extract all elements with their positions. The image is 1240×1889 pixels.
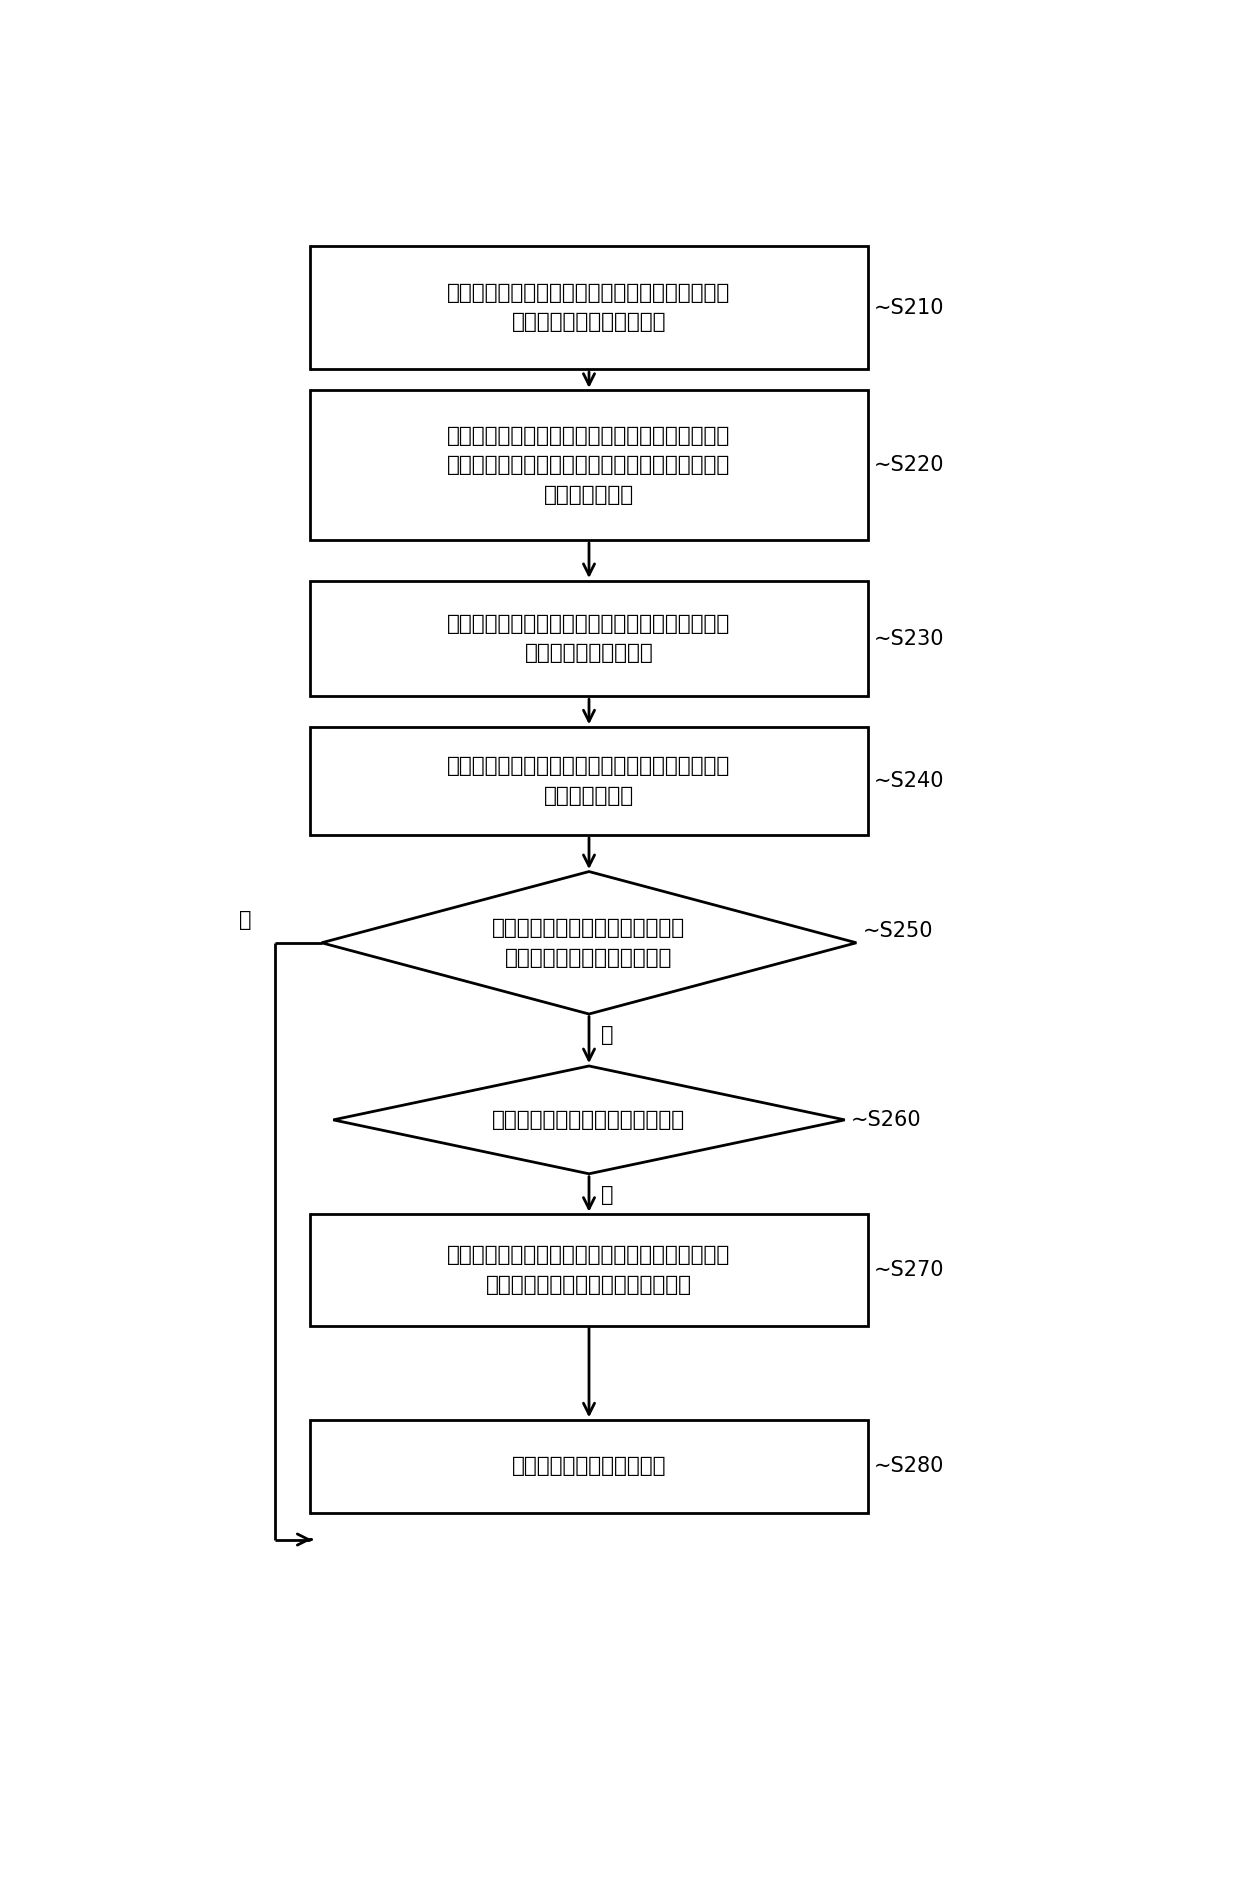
Text: ∼S280: ∼S280 [874,1456,945,1477]
Text: 根据远端信号、近端信号与误差信号确定近端信号
与误差信号的第一相干系数和远端信号与误差信号
的第二相干系数: 根据远端信号、近端信号与误差信号确定近端信号 与误差信号的第一相干系数和远端信号… [448,425,730,504]
FancyBboxPatch shape [310,1215,868,1326]
Text: 检测到当前帧的音频采集状态与上
一帧的音频采集状态是否一致: 检测到当前帧的音频采集状态与上 一帧的音频采集状态是否一致 [492,918,686,967]
Text: 检测当前帧的阻碍次数是否大于零: 检测当前帧的阻碍次数是否大于零 [492,1111,686,1130]
Text: ∼S230: ∼S230 [874,629,945,648]
FancyBboxPatch shape [310,727,868,835]
Text: 根据第一相干系数与第二相干系数确定当前帧的相
干性差值和差值跟踪值: 根据第一相干系数与第二相干系数确定当前帧的相 干性差值和差值跟踪值 [448,614,730,663]
Text: 对当前帧的音频采集状态进行切换，并将阻碍次数
与一的差值确定为下一帧的阻碍次数: 对当前帧的音频采集状态进行切换，并将阻碍次数 与一的差值确定为下一帧的阻碍次数 [448,1245,730,1294]
FancyBboxPatch shape [310,1421,868,1513]
Polygon shape [321,871,857,1014]
Text: ∼S210: ∼S210 [874,298,945,317]
Text: 是: 是 [600,1184,613,1205]
FancyBboxPatch shape [310,391,868,540]
Text: ∼S250: ∼S250 [863,922,932,941]
FancyBboxPatch shape [310,582,868,697]
Polygon shape [334,1065,844,1173]
Text: ∼S270: ∼S270 [874,1260,945,1281]
Text: ∼S240: ∼S240 [874,771,945,791]
Text: 保持当前帧的音频采集状态: 保持当前帧的音频采集状态 [512,1456,666,1477]
FancyBboxPatch shape [310,246,868,368]
Text: ∼S220: ∼S220 [874,455,945,476]
Text: 获取当前帧的远端信号和近端信号，并根据远端信
号与近端信号确定误差信号: 获取当前帧的远端信号和近端信号，并根据远端信 号与近端信号确定误差信号 [448,283,730,332]
Text: ∼S260: ∼S260 [851,1111,921,1130]
Text: 根据当前帧的相干性差值和差值跟踪值确定当前帧
的音频采集状态: 根据当前帧的相干性差值和差值跟踪值确定当前帧 的音频采集状态 [448,756,730,807]
Text: 否: 否 [600,1026,613,1045]
Text: 是: 是 [239,910,252,929]
